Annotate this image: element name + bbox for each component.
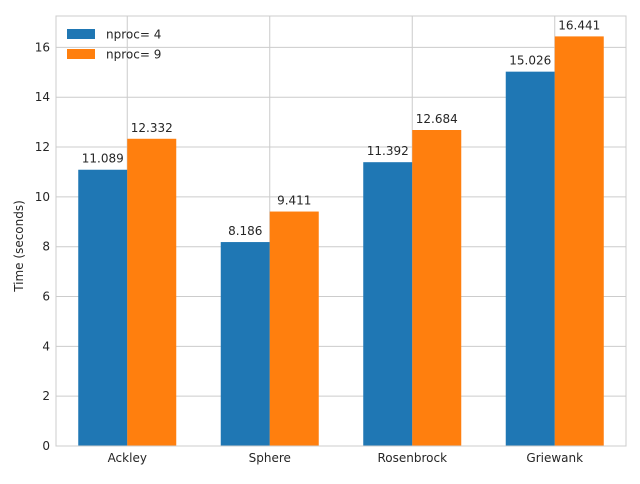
bar: [363, 162, 413, 446]
x-tick-label: Ackley: [108, 451, 147, 465]
x-tick-label: Rosenbrock: [377, 451, 447, 465]
bar: [554, 36, 604, 447]
y-tick-label: 16: [35, 40, 50, 54]
y-tick-label: 6: [42, 290, 50, 304]
x-tick-label: Griewank: [526, 451, 583, 465]
bar: [412, 130, 462, 446]
bar-value-label: 12.332: [131, 121, 173, 135]
bar: [220, 242, 270, 446]
y-tick-label: 14: [35, 90, 50, 104]
legend-swatch: [67, 29, 95, 39]
legend-label: nproc= 9: [106, 48, 161, 62]
bar: [505, 71, 555, 446]
legend: nproc= 4 nproc= 9: [67, 28, 161, 62]
bar-value-label: 11.089: [82, 152, 124, 166]
bar-value-label: 8.186: [228, 224, 262, 238]
legend-swatch: [67, 49, 95, 59]
bar-value-label: 11.392: [367, 144, 409, 158]
plot-frame: [55, 15, 627, 447]
y-tick-label: 4: [42, 339, 50, 353]
axes: 0 2 4 6 8 10 12 14 16 Ackley Sphere Rosenbrock Griew…: [35, 15, 627, 465]
bars: [78, 36, 604, 447]
bar: [78, 169, 128, 446]
y-axis-label: Time (seconds): [12, 200, 26, 293]
bar: [269, 211, 319, 446]
bar-value-label: 9.411: [277, 194, 311, 208]
bar-value-label: 16.441: [558, 18, 600, 32]
y-tick-label: 2: [42, 389, 50, 403]
y-tick-label: 0: [42, 439, 50, 453]
y-tick-label: 10: [35, 190, 50, 204]
value-labels: 11.089 8.186 11.392 15.026 12.332 9.411 12.684…: [82, 18, 601, 238]
x-tick-label: Sphere: [249, 451, 291, 465]
bar-value-label: 12.684: [416, 112, 458, 126]
y-tick-label: 12: [35, 140, 50, 154]
bar-value-label: 15.026: [509, 54, 551, 68]
legend-label: nproc= 4: [106, 28, 161, 42]
y-tick-label: 8: [42, 240, 50, 254]
bar: [127, 138, 177, 446]
